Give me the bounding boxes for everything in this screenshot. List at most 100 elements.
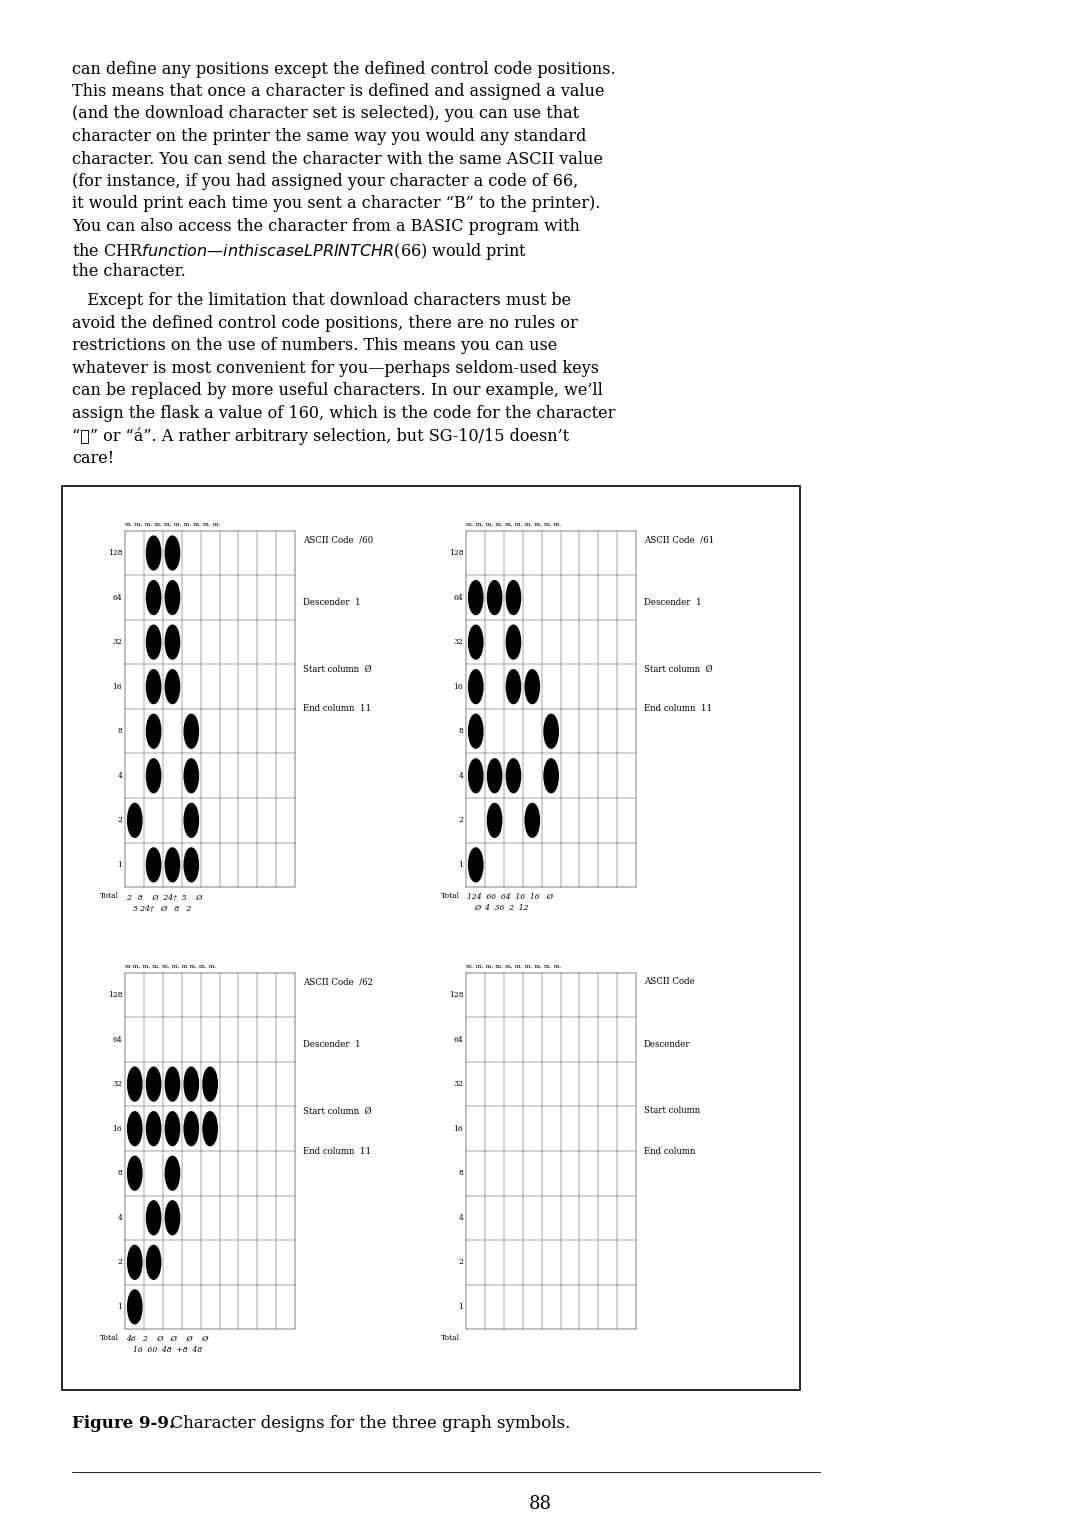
Text: End column  11: End column 11	[302, 1147, 372, 1156]
Text: Total: Total	[441, 1334, 460, 1343]
Text: Descender: Descender	[644, 1040, 690, 1049]
Text: 1: 1	[459, 860, 463, 870]
Text: Start column  Ø: Start column Ø	[644, 664, 713, 674]
Ellipse shape	[165, 848, 179, 882]
Text: Except for the limitation that download characters must be: Except for the limitation that download …	[72, 292, 571, 309]
Text: Descender  1: Descender 1	[644, 597, 702, 606]
Text: 8: 8	[459, 727, 463, 735]
Text: 8: 8	[118, 727, 122, 735]
Text: Start column  Ø: Start column Ø	[302, 1107, 372, 1116]
Text: End column  11: End column 11	[644, 704, 712, 713]
Ellipse shape	[165, 1156, 179, 1190]
Text: care!: care!	[72, 450, 114, 467]
Text: Ø  4  36  2  12: Ø 4 36 2 12	[474, 905, 529, 912]
Ellipse shape	[469, 759, 483, 793]
Ellipse shape	[469, 580, 483, 614]
Ellipse shape	[147, 1067, 161, 1101]
Text: 4: 4	[459, 1214, 463, 1222]
Text: Total: Total	[100, 893, 119, 900]
Text: it would print each time you sent a character “B” to the printer).: it would print each time you sent a char…	[72, 196, 600, 213]
Ellipse shape	[184, 804, 199, 837]
Text: 32: 32	[112, 638, 122, 646]
Text: can be replaced by more useful characters. In our example, we’ll: can be replaced by more useful character…	[72, 383, 603, 400]
Text: 32: 32	[454, 1081, 463, 1089]
Ellipse shape	[487, 759, 502, 793]
Ellipse shape	[507, 759, 521, 793]
Text: 16  60  48  +8  48: 16 60 48 +8 48	[133, 1346, 203, 1353]
Text: 2   8    Ø  24†  5    Ø: 2 8 Ø 24† 5 Ø	[126, 893, 203, 902]
Ellipse shape	[147, 759, 161, 793]
Text: 1: 1	[118, 860, 122, 870]
Text: Descender  1: Descender 1	[302, 1040, 361, 1049]
Text: 2: 2	[459, 1258, 463, 1266]
Text: Figure 9-9.: Figure 9-9.	[72, 1415, 175, 1431]
Text: 128: 128	[448, 550, 463, 557]
Ellipse shape	[184, 759, 199, 793]
Ellipse shape	[147, 536, 161, 570]
Text: 128: 128	[448, 991, 463, 1000]
Text: 64: 64	[454, 1035, 463, 1044]
Text: 1: 1	[459, 1303, 463, 1311]
Text: 8: 8	[118, 1170, 122, 1177]
Text: m. m, m, m, m, m. m, m, m, m.: m. m, m, m, m, m. m, m, m, m.	[467, 522, 562, 527]
Text: 88: 88	[528, 1494, 552, 1513]
Text: You can also access the character from a BASIC program with: You can also access the character from a…	[72, 217, 580, 234]
Text: 8: 8	[459, 1170, 463, 1177]
Ellipse shape	[525, 669, 539, 704]
Ellipse shape	[165, 669, 179, 704]
Ellipse shape	[487, 804, 502, 837]
Text: 2: 2	[459, 816, 463, 824]
Text: Character designs for the three graph symbols.: Character designs for the three graph sy…	[160, 1415, 570, 1431]
Ellipse shape	[469, 848, 483, 882]
Text: 5 24†   Ø   8   2: 5 24† Ø 8 2	[133, 905, 191, 912]
Ellipse shape	[525, 804, 539, 837]
Text: 16: 16	[454, 1125, 463, 1133]
Ellipse shape	[544, 715, 558, 749]
Text: ASCII Code  /61: ASCII Code /61	[644, 536, 714, 544]
Ellipse shape	[147, 580, 161, 614]
Text: ASCII Code  /60: ASCII Code /60	[302, 536, 374, 544]
Ellipse shape	[147, 1245, 161, 1280]
Text: ASCII Code: ASCII Code	[644, 977, 694, 986]
Text: character. You can send the character with the same ASCII value: character. You can send the character wi…	[72, 150, 603, 167]
Text: Start column  Ø: Start column Ø	[302, 664, 372, 674]
Text: Total: Total	[100, 1334, 119, 1343]
Text: End column: End column	[644, 1147, 696, 1156]
Ellipse shape	[127, 804, 141, 837]
Text: 16: 16	[112, 683, 122, 690]
Ellipse shape	[127, 1067, 141, 1101]
Ellipse shape	[507, 669, 521, 704]
Ellipse shape	[165, 580, 179, 614]
Text: can define any positions except the defined control code positions.: can define any positions except the defi…	[72, 61, 616, 78]
Text: (for instance, if you had assigned your character a code of 66,: (for instance, if you had assigned your …	[72, 173, 578, 190]
Text: 124  66  64  16  16   Ø: 124 66 64 16 16 Ø	[468, 893, 553, 902]
Ellipse shape	[469, 669, 483, 704]
Ellipse shape	[469, 715, 483, 749]
Text: avoid the defined control code positions, there are no rules or: avoid the defined control code positions…	[72, 315, 578, 332]
Ellipse shape	[165, 625, 179, 658]
Text: This means that once a character is defined and assigned a value: This means that once a character is defi…	[72, 83, 605, 100]
Ellipse shape	[147, 669, 161, 704]
Text: the CHR$ function—in this case LPRINT CHR$(66) would print: the CHR$ function—in this case LPRINT CH…	[72, 240, 527, 262]
Text: restrictions on the use of numbers. This means you can use: restrictions on the use of numbers. This…	[72, 337, 557, 354]
Ellipse shape	[469, 625, 483, 658]
Text: 16: 16	[454, 683, 463, 690]
Text: 128: 128	[108, 991, 122, 1000]
Ellipse shape	[203, 1112, 217, 1145]
Ellipse shape	[165, 1200, 179, 1234]
Ellipse shape	[147, 848, 161, 882]
Text: “ﾝ” or “á”. A rather arbitrary selection, but SG-10/15 doesn’t: “ﾝ” or “á”. A rather arbitrary selection…	[72, 427, 569, 444]
Text: 46   2    Ø   Ø    Ø    Ø: 46 2 Ø Ø Ø Ø	[126, 1335, 208, 1343]
Bar	[62, 485, 800, 1390]
Text: ASCII Code  /62: ASCII Code /62	[302, 977, 373, 986]
Ellipse shape	[147, 1112, 161, 1145]
Text: whatever is most convenient for you—perhaps seldom-used keys: whatever is most convenient for you—perh…	[72, 360, 599, 377]
Text: 4: 4	[118, 772, 122, 779]
Text: m. m, m, m, m, m, m. m, m. m.: m. m, m, m, m, m, m. m, m. m.	[125, 522, 220, 527]
Text: 32: 32	[112, 1081, 122, 1089]
Ellipse shape	[147, 1200, 161, 1234]
Ellipse shape	[487, 580, 502, 614]
Ellipse shape	[203, 1067, 217, 1101]
Text: m. m, m, m, m, m. m, m, m. m.: m. m, m, m, m, m. m, m, m. m.	[467, 963, 562, 969]
Text: 32: 32	[454, 638, 463, 646]
